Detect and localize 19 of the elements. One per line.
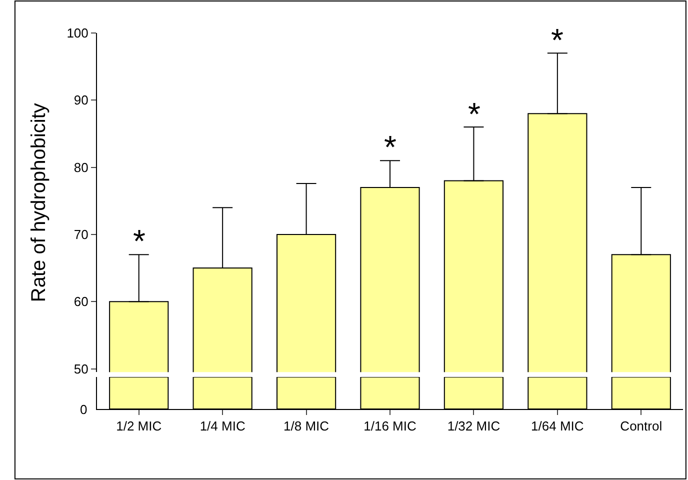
y-tick-label: 70 — [74, 227, 88, 242]
y-axis-title: Rate of hydrophobicity — [28, 103, 50, 302]
annotation: * — [468, 96, 480, 132]
x-tick-label: 1/2 MIC — [116, 418, 162, 434]
text: 0 — [80, 402, 88, 417]
x-tick-label: 1/32 MIC — [447, 418, 500, 434]
annotation: * — [133, 223, 146, 259]
y-tick-label: 60 — [74, 294, 88, 310]
x-tick-label: 1/8 MIC — [284, 418, 330, 434]
y-tick-label: 100 — [66, 26, 88, 41]
y-tick-label: 50 — [74, 361, 88, 376]
x-tick-label: 1/16 MIC — [364, 418, 416, 434]
annotation: * — [551, 22, 564, 58]
x-tick-label: 1/4 MIC — [200, 418, 246, 434]
x-tick-label: Control — [620, 418, 662, 434]
x-tick-label: 1/64 MIC — [531, 418, 584, 434]
y-tick-label: 80 — [74, 160, 88, 175]
annotation: * — [384, 129, 396, 165]
y-tick-label: 90 — [74, 92, 88, 108]
